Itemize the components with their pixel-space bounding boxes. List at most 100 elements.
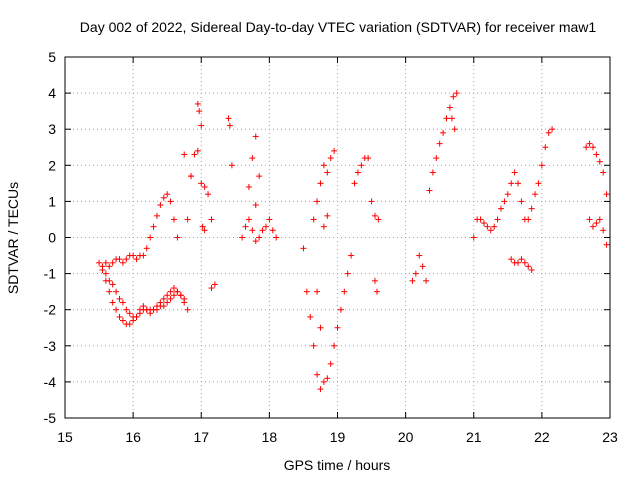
data-point — [201, 227, 208, 234]
data-point — [167, 288, 174, 295]
x-tick-label: 23 — [602, 429, 618, 445]
data-point — [426, 187, 433, 194]
data-point — [123, 256, 130, 263]
data-point — [331, 147, 338, 154]
data-point — [225, 115, 232, 122]
data-point — [586, 216, 593, 223]
x-tick-label: 15 — [57, 429, 73, 445]
data-point — [252, 133, 259, 140]
y-tick-label: 0 — [48, 230, 56, 246]
data-point — [130, 252, 137, 259]
data-point — [150, 223, 157, 230]
data-point — [303, 288, 310, 295]
data-point — [525, 216, 532, 223]
data-point — [123, 306, 130, 313]
data-point — [199, 223, 206, 230]
data-point — [102, 277, 109, 284]
data-point — [317, 386, 324, 393]
y-tick-label: 4 — [48, 85, 56, 101]
data-point — [436, 140, 443, 147]
data-point — [511, 169, 518, 176]
data-point — [542, 144, 549, 151]
data-point — [331, 342, 338, 349]
data-point — [194, 100, 201, 107]
data-point — [106, 288, 113, 295]
data-point — [147, 234, 154, 241]
data-point — [249, 155, 256, 162]
data-point — [157, 202, 164, 209]
data-point — [252, 202, 259, 209]
data-point — [501, 198, 508, 205]
data-point — [491, 223, 498, 230]
data-point — [603, 191, 610, 198]
data-point — [498, 205, 504, 212]
data-point — [198, 180, 205, 187]
data-point — [177, 292, 184, 299]
data-point — [245, 183, 252, 190]
data-point — [140, 252, 147, 259]
data-point — [102, 270, 109, 277]
y-tick-label: -5 — [44, 410, 57, 426]
data-point — [143, 245, 150, 252]
data-point — [314, 288, 321, 295]
data-point — [535, 180, 542, 187]
data-point — [589, 223, 596, 230]
data-point — [470, 234, 477, 241]
data-point — [188, 173, 195, 180]
data-point — [508, 256, 515, 263]
data-point — [446, 104, 453, 111]
data-point — [320, 223, 327, 230]
data-point — [205, 191, 212, 198]
data-point — [358, 162, 365, 169]
data-point — [113, 306, 120, 313]
data-point — [443, 115, 450, 122]
data-point — [314, 198, 321, 205]
data-point — [351, 180, 358, 187]
data-point — [508, 180, 515, 187]
data-point — [310, 342, 317, 349]
data-point — [429, 169, 436, 176]
data-point — [181, 151, 188, 158]
y-tick-label: -4 — [44, 374, 57, 390]
y-tick-label: -2 — [44, 302, 57, 318]
x-tick-label: 17 — [193, 429, 209, 445]
data-point — [310, 216, 317, 223]
data-point — [324, 169, 331, 176]
data-point — [96, 259, 103, 266]
data-point — [160, 194, 167, 201]
data-point — [525, 263, 532, 270]
data-point — [191, 151, 198, 158]
data-point — [273, 234, 280, 241]
data-point — [208, 216, 215, 223]
data-point — [600, 227, 607, 234]
data-point — [136, 310, 143, 317]
data-point — [119, 259, 126, 266]
data-point — [109, 281, 116, 288]
y-tick-label: 2 — [48, 157, 56, 173]
data-point — [300, 245, 307, 252]
data-point — [327, 360, 334, 367]
x-tick-label: 22 — [534, 429, 550, 445]
data-point — [167, 198, 174, 205]
data-point — [130, 317, 137, 324]
data-point — [126, 310, 133, 317]
data-point — [532, 191, 539, 198]
data-point — [116, 295, 123, 302]
data-point — [194, 147, 201, 154]
data-point — [208, 285, 215, 292]
data-point — [440, 129, 447, 136]
data-point — [412, 270, 419, 277]
x-tick-label: 20 — [398, 429, 414, 445]
data-point — [596, 216, 603, 223]
data-point — [184, 216, 191, 223]
data-point — [119, 299, 126, 306]
data-point — [515, 259, 522, 266]
data-point — [596, 158, 603, 165]
data-point — [126, 321, 133, 328]
data-point — [528, 266, 535, 273]
data-point — [198, 122, 205, 129]
data-point — [371, 277, 378, 284]
data-point — [334, 324, 341, 331]
